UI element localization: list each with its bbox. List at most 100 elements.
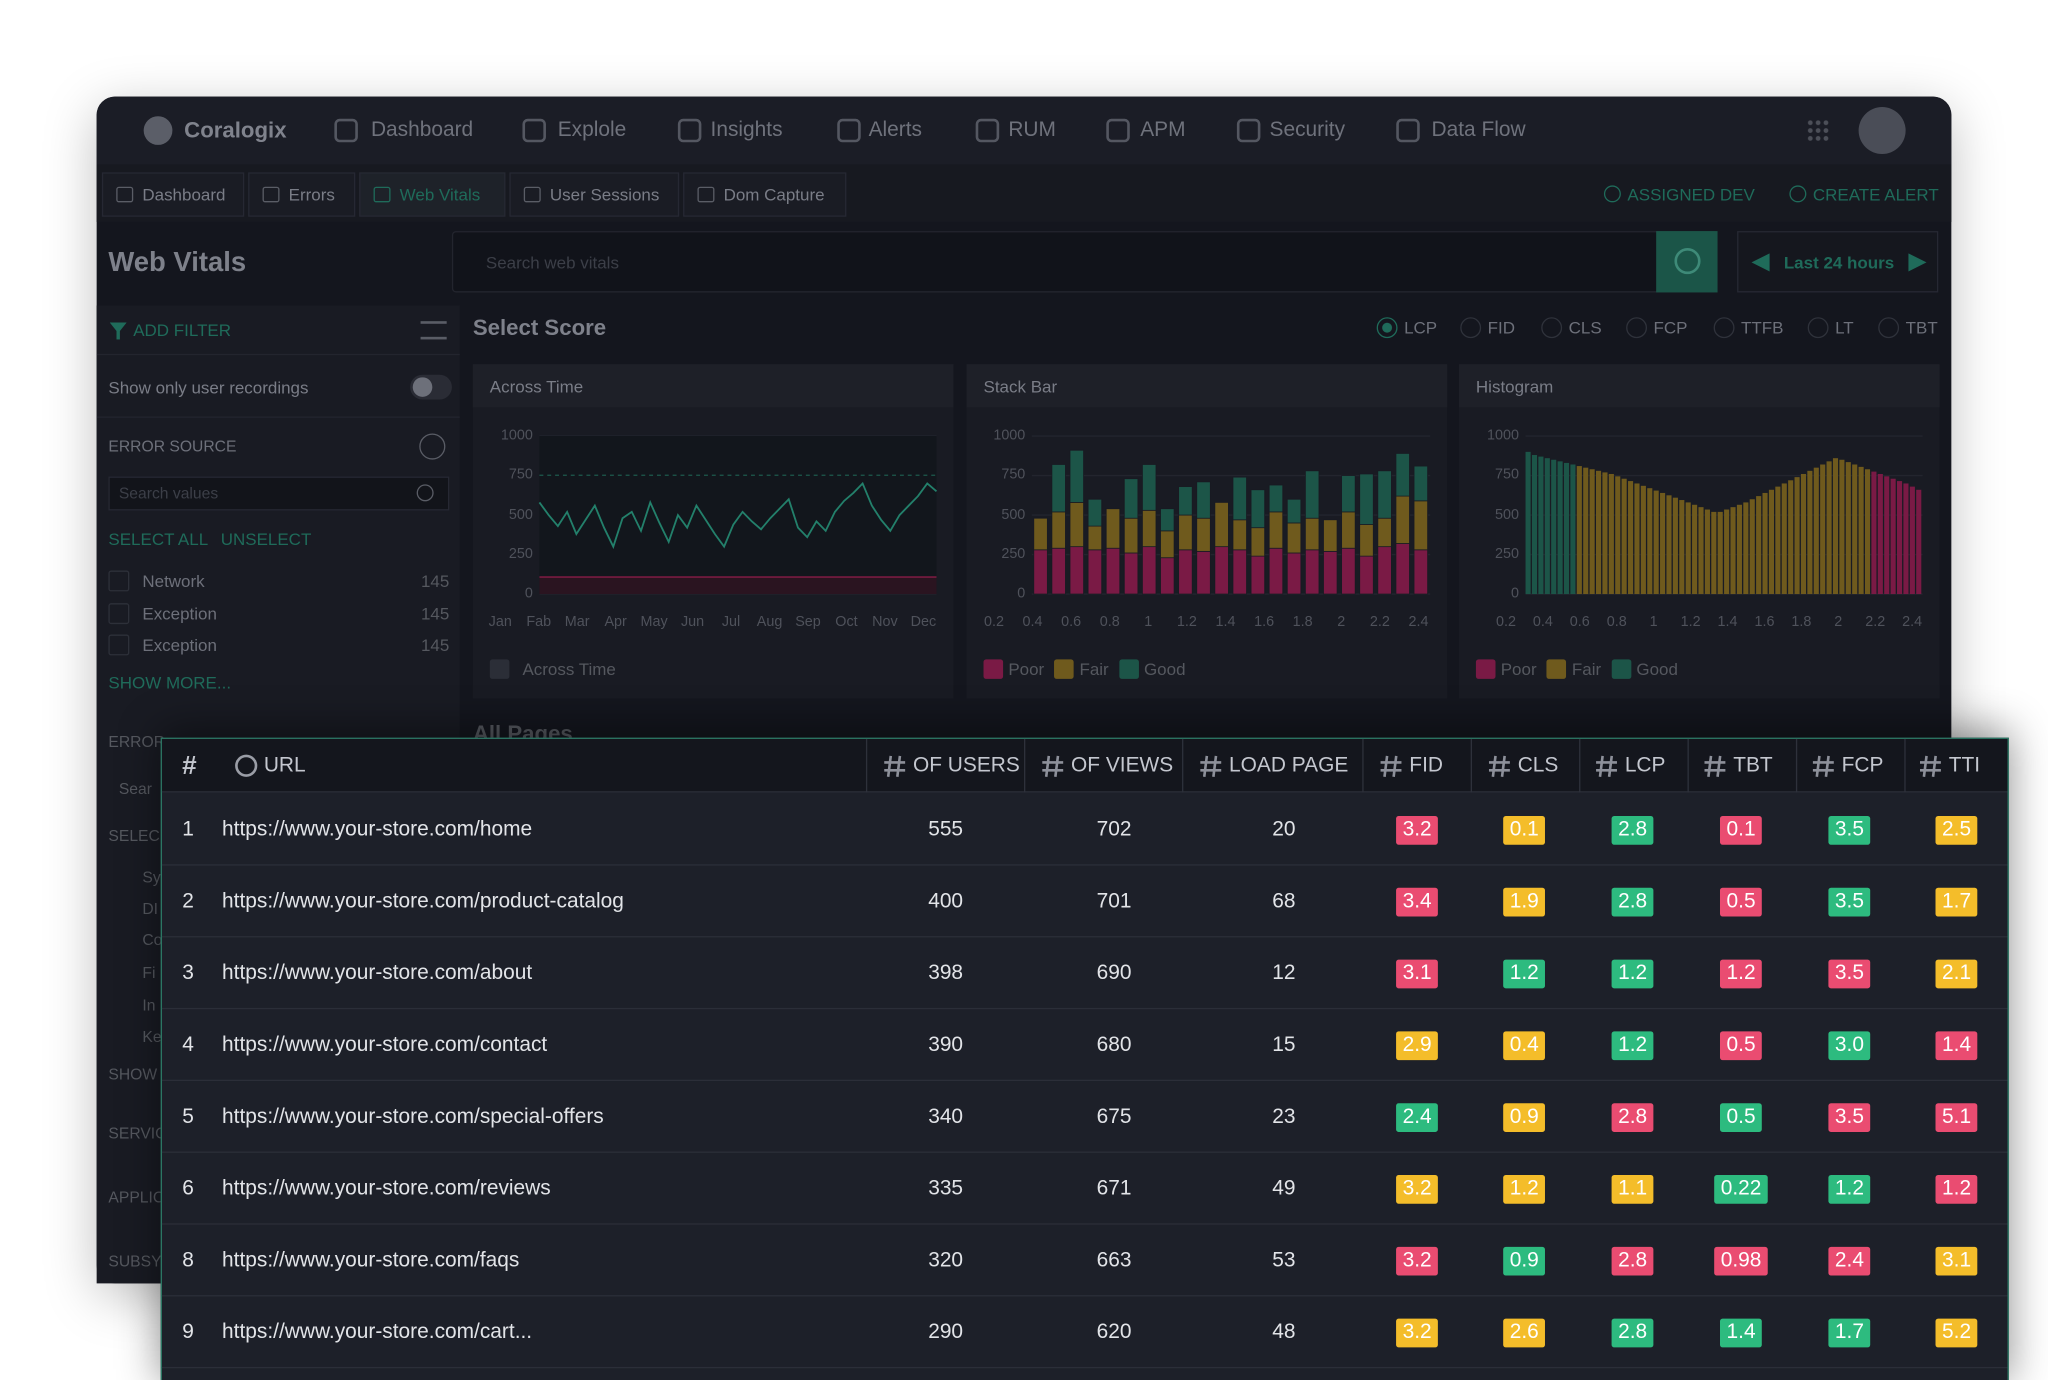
filter-item: Exception <box>142 603 217 623</box>
table-row[interactable] <box>161 937 2008 1010</box>
column-header[interactable]: CLS <box>1517 754 1559 777</box>
sidebar-label: Co <box>142 930 163 950</box>
column-header[interactable]: TBT <box>1733 754 1773 777</box>
legend-item[interactable]: Across Time <box>489 658 616 679</box>
bar-segment <box>1214 502 1229 548</box>
avatar[interactable] <box>1858 107 1906 155</box>
table-row[interactable] <box>161 794 2008 866</box>
x-tick-label: Jan <box>488 614 512 630</box>
bar-segment <box>1105 508 1121 549</box>
column-header[interactable]: OF VIEWS <box>1071 754 1174 777</box>
nav-item[interactable]: APM <box>1140 118 1186 142</box>
bar-segment <box>1051 464 1066 513</box>
checkbox[interactable] <box>108 570 130 592</box>
legend-item[interactable]: Fair <box>1054 658 1109 679</box>
histogram-bar <box>1730 507 1736 595</box>
histogram-bar <box>1871 471 1877 595</box>
tab[interactable] <box>101 172 245 217</box>
tab[interactable] <box>683 172 847 217</box>
bar-segment <box>1305 517 1320 551</box>
tab[interactable] <box>509 172 680 217</box>
radio[interactable] <box>1626 317 1648 339</box>
column-header[interactable]: LCP <box>1624 754 1666 777</box>
tab[interactable] <box>359 172 506 217</box>
nav-item[interactable]: Data Flow <box>1431 118 1526 142</box>
table-row[interactable] <box>161 1009 2008 1082</box>
section-toggle[interactable] <box>419 433 446 460</box>
table-row[interactable] <box>161 1225 2008 1297</box>
legend-swatch <box>1611 658 1632 679</box>
nav-item[interactable]: Explole <box>557 118 627 142</box>
bar-segment <box>1087 498 1103 527</box>
checkbox[interactable] <box>108 602 130 624</box>
column-header[interactable]: LOAD PAGE <box>1229 754 1349 777</box>
histogram-bar <box>1602 472 1608 595</box>
select-all[interactable]: SELECT ALL <box>108 529 209 549</box>
radio[interactable] <box>1878 317 1900 339</box>
column-header[interactable]: OF USERS <box>912 754 1020 777</box>
hash-icon <box>1380 755 1402 777</box>
histogram-bar <box>1788 480 1794 595</box>
row-views: 701 <box>1096 890 1132 913</box>
histogram-bar <box>1711 511 1717 595</box>
search-box[interactable] <box>451 231 1718 293</box>
histogram-bar <box>1608 473 1614 595</box>
column-header[interactable]: URL <box>263 754 306 777</box>
score-badge: 0.5 <box>1719 887 1763 917</box>
y-tick-label: 0 <box>1511 585 1520 602</box>
nav-item[interactable]: Alerts <box>868 118 922 142</box>
radio[interactable] <box>1460 317 1482 339</box>
radio[interactable] <box>1541 317 1563 339</box>
legend-item[interactable]: Good <box>1611 658 1678 679</box>
time-range[interactable] <box>1737 231 1939 293</box>
tab-label: User Sessions <box>549 184 660 205</box>
tab-action[interactable]: CREATE ALERT <box>1812 184 1939 205</box>
hash-icon <box>1596 755 1617 777</box>
legend-item[interactable]: Poor <box>1475 658 1537 679</box>
score-title: Select Score <box>472 315 607 341</box>
table-row[interactable] <box>161 866 2008 938</box>
legend-item[interactable]: Good <box>1119 658 1186 679</box>
hash-icon <box>1200 755 1222 777</box>
unselect[interactable]: UNSELECT <box>220 529 312 549</box>
column-header[interactable]: TTI <box>1948 754 1981 777</box>
legend-label: Across Time <box>522 658 616 679</box>
apps-grid-icon[interactable] <box>1806 118 1830 143</box>
x-tick-label: 2 <box>1337 614 1346 630</box>
tab[interactable] <box>248 172 356 217</box>
bar-segment <box>1305 470 1320 519</box>
score-badge: 2.1 <box>1935 959 1978 989</box>
row-views: 702 <box>1096 818 1132 841</box>
score-badge: 1.2 <box>1503 1175 1546 1204</box>
column-divider <box>1904 738 1906 793</box>
legend-swatch <box>1547 658 1567 679</box>
values-search[interactable] <box>108 476 450 511</box>
x-tick-label: 1.4 <box>1717 614 1738 630</box>
nav-item[interactable]: Dashboard <box>370 118 474 142</box>
checkbox[interactable] <box>108 634 130 656</box>
histogram-bar <box>1679 500 1685 595</box>
show-more[interactable]: SHOW MORE... <box>108 673 232 693</box>
radio[interactable] <box>1807 317 1829 339</box>
table-row[interactable] <box>161 1296 2008 1369</box>
x-tick-label: 0.6 <box>1569 614 1590 630</box>
radio[interactable] <box>1713 317 1735 339</box>
histogram-bar <box>1634 483 1640 595</box>
legend-item[interactable]: Fair <box>1547 658 1601 679</box>
column-header[interactable]: FID <box>1409 754 1443 777</box>
table-row[interactable] <box>161 1153 2008 1225</box>
nav-item[interactable]: RUM <box>1008 118 1056 142</box>
histogram-bar <box>1813 467 1819 595</box>
radio[interactable] <box>1376 317 1398 339</box>
add-filter[interactable]: ADD FILTER <box>133 320 232 341</box>
table-row[interactable] <box>161 1081 2008 1153</box>
bar-segment <box>1178 549 1193 595</box>
column-header[interactable]: FCP <box>1841 754 1884 777</box>
legend-item[interactable]: Poor <box>983 658 1044 679</box>
tab-action[interactable]: ASSIGNED DEV <box>1627 184 1755 205</box>
nav-item[interactable]: Security <box>1269 118 1346 142</box>
hash-icon <box>1042 755 1064 777</box>
nav-item[interactable]: Insights <box>710 118 783 142</box>
collapse-icon[interactable] <box>420 321 447 340</box>
